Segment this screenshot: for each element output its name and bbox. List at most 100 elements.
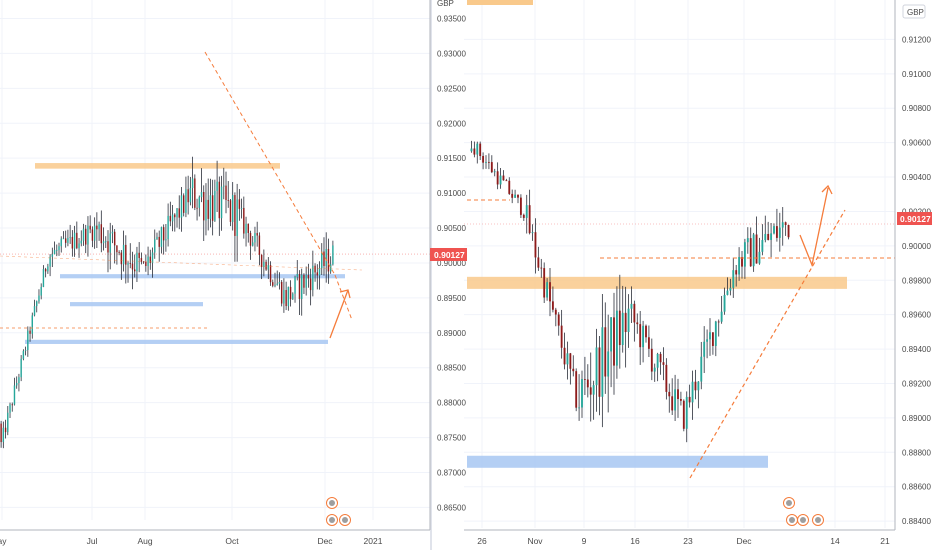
candle-up: [56, 249, 58, 251]
candle-up: [332, 245, 334, 265]
candle-down: [196, 207, 198, 209]
candle-up: [156, 236, 158, 240]
candle-up: [318, 268, 321, 276]
candle-down: [711, 332, 714, 346]
candle-up: [98, 224, 100, 230]
candle-down: [511, 193, 514, 198]
candle-down: [505, 180, 508, 182]
y-tick-label: 0.89200: [902, 379, 931, 388]
candle-down: [225, 185, 227, 200]
support-zone: [60, 274, 345, 279]
candle-up: [2, 427, 5, 443]
candle-up: [27, 330, 29, 351]
candle-down: [247, 223, 249, 233]
candle-up: [214, 190, 216, 221]
candle-down: [207, 199, 209, 219]
candle-down: [671, 396, 674, 411]
candle-down: [543, 268, 546, 298]
candle-up: [42, 269, 45, 287]
event-markers[interactable]: [326, 497, 824, 526]
y-tick-label: 0.90000: [902, 242, 931, 251]
candle-up: [615, 310, 618, 366]
candle-down: [258, 235, 261, 255]
left-chart-panel[interactable]: [0, 0, 430, 520]
candle-down: [569, 353, 572, 369]
candle-up: [703, 341, 706, 357]
resistance-zone: [35, 163, 280, 169]
candle-up: [58, 246, 60, 250]
candle-up: [514, 194, 517, 198]
candle-down: [482, 156, 485, 163]
y-tick-label: 0.91000: [902, 70, 931, 79]
candle-up: [80, 240, 82, 244]
candle-up: [7, 412, 9, 433]
candle-down: [519, 197, 522, 215]
candle-down: [280, 281, 283, 304]
right-currency-badge[interactable]: [902, 4, 926, 19]
event-marker-dot: [800, 517, 806, 523]
candle-down: [120, 252, 123, 265]
candle-down: [125, 244, 127, 265]
candle-down: [129, 263, 131, 264]
projection-arrow: [329, 289, 351, 339]
candle-down: [309, 278, 312, 291]
candle-up: [706, 339, 709, 342]
candle-up: [102, 241, 105, 244]
candle-down: [162, 227, 165, 241]
y-tick-label: 0.89000: [902, 414, 931, 423]
candle-up: [752, 234, 755, 267]
candle-down: [784, 222, 787, 225]
y-tick-label: 0.87000: [437, 469, 466, 478]
x-tick-label: 16: [630, 536, 640, 546]
candle-down: [694, 381, 697, 391]
candle-down: [665, 364, 668, 392]
candle-down: [71, 236, 74, 249]
candle-down: [767, 233, 770, 240]
candle-down: [64, 238, 67, 243]
candle-up: [781, 222, 784, 228]
candle-up: [312, 265, 314, 291]
candle-up: [49, 256, 51, 267]
candle-up: [726, 290, 729, 295]
candle-up: [93, 225, 96, 241]
candle-down: [142, 261, 145, 263]
x-tick-label: 21: [880, 536, 890, 546]
right-time-axis[interactable]: 26 Nov 9 16 23 Dec 14 21: [464, 529, 895, 546]
candle-up: [729, 287, 732, 291]
candle-down: [314, 265, 316, 273]
resistance-zone: [467, 0, 533, 5]
x-tick-label: 2021: [364, 536, 383, 546]
candle-down: [227, 199, 229, 201]
candle-down: [560, 325, 563, 348]
candle-up: [220, 186, 223, 219]
candle-up: [292, 293, 294, 300]
candle-down: [502, 175, 505, 181]
right-chart-panel[interactable]: [464, 0, 895, 528]
event-marker-dot: [786, 500, 792, 506]
right-zones: [467, 276, 847, 468]
event-marker-dot: [329, 500, 335, 506]
candle-up: [231, 195, 234, 222]
candle-up: [205, 199, 207, 221]
candle-down: [735, 270, 738, 275]
candle-down: [285, 290, 287, 307]
left-last-price: 0.90127: [434, 250, 465, 260]
candle-up: [525, 205, 528, 218]
candle-down: [659, 353, 662, 363]
candle-up: [709, 332, 711, 340]
candle-down: [218, 181, 221, 219]
candle-up: [592, 385, 595, 395]
candle-down: [249, 232, 252, 246]
candle-down: [303, 274, 305, 288]
candle-up: [714, 321, 717, 346]
candle-up: [151, 252, 154, 263]
right-last-price: 0.90127: [900, 214, 931, 224]
candle-down: [76, 232, 78, 249]
left-time-axis[interactable]: ay Jul Aug Oct Dec 2021: [0, 529, 430, 546]
right-price-axis[interactable]: GBP 0.912000.910000.908000.906000.904000…: [894, 0, 932, 530]
left-price-axis[interactable]: GBP 0.935000.930000.925000.920000.915000…: [429, 0, 467, 550]
candle-down: [182, 195, 185, 213]
y-tick-label: 0.91000: [437, 189, 466, 198]
candle-down: [677, 389, 679, 399]
